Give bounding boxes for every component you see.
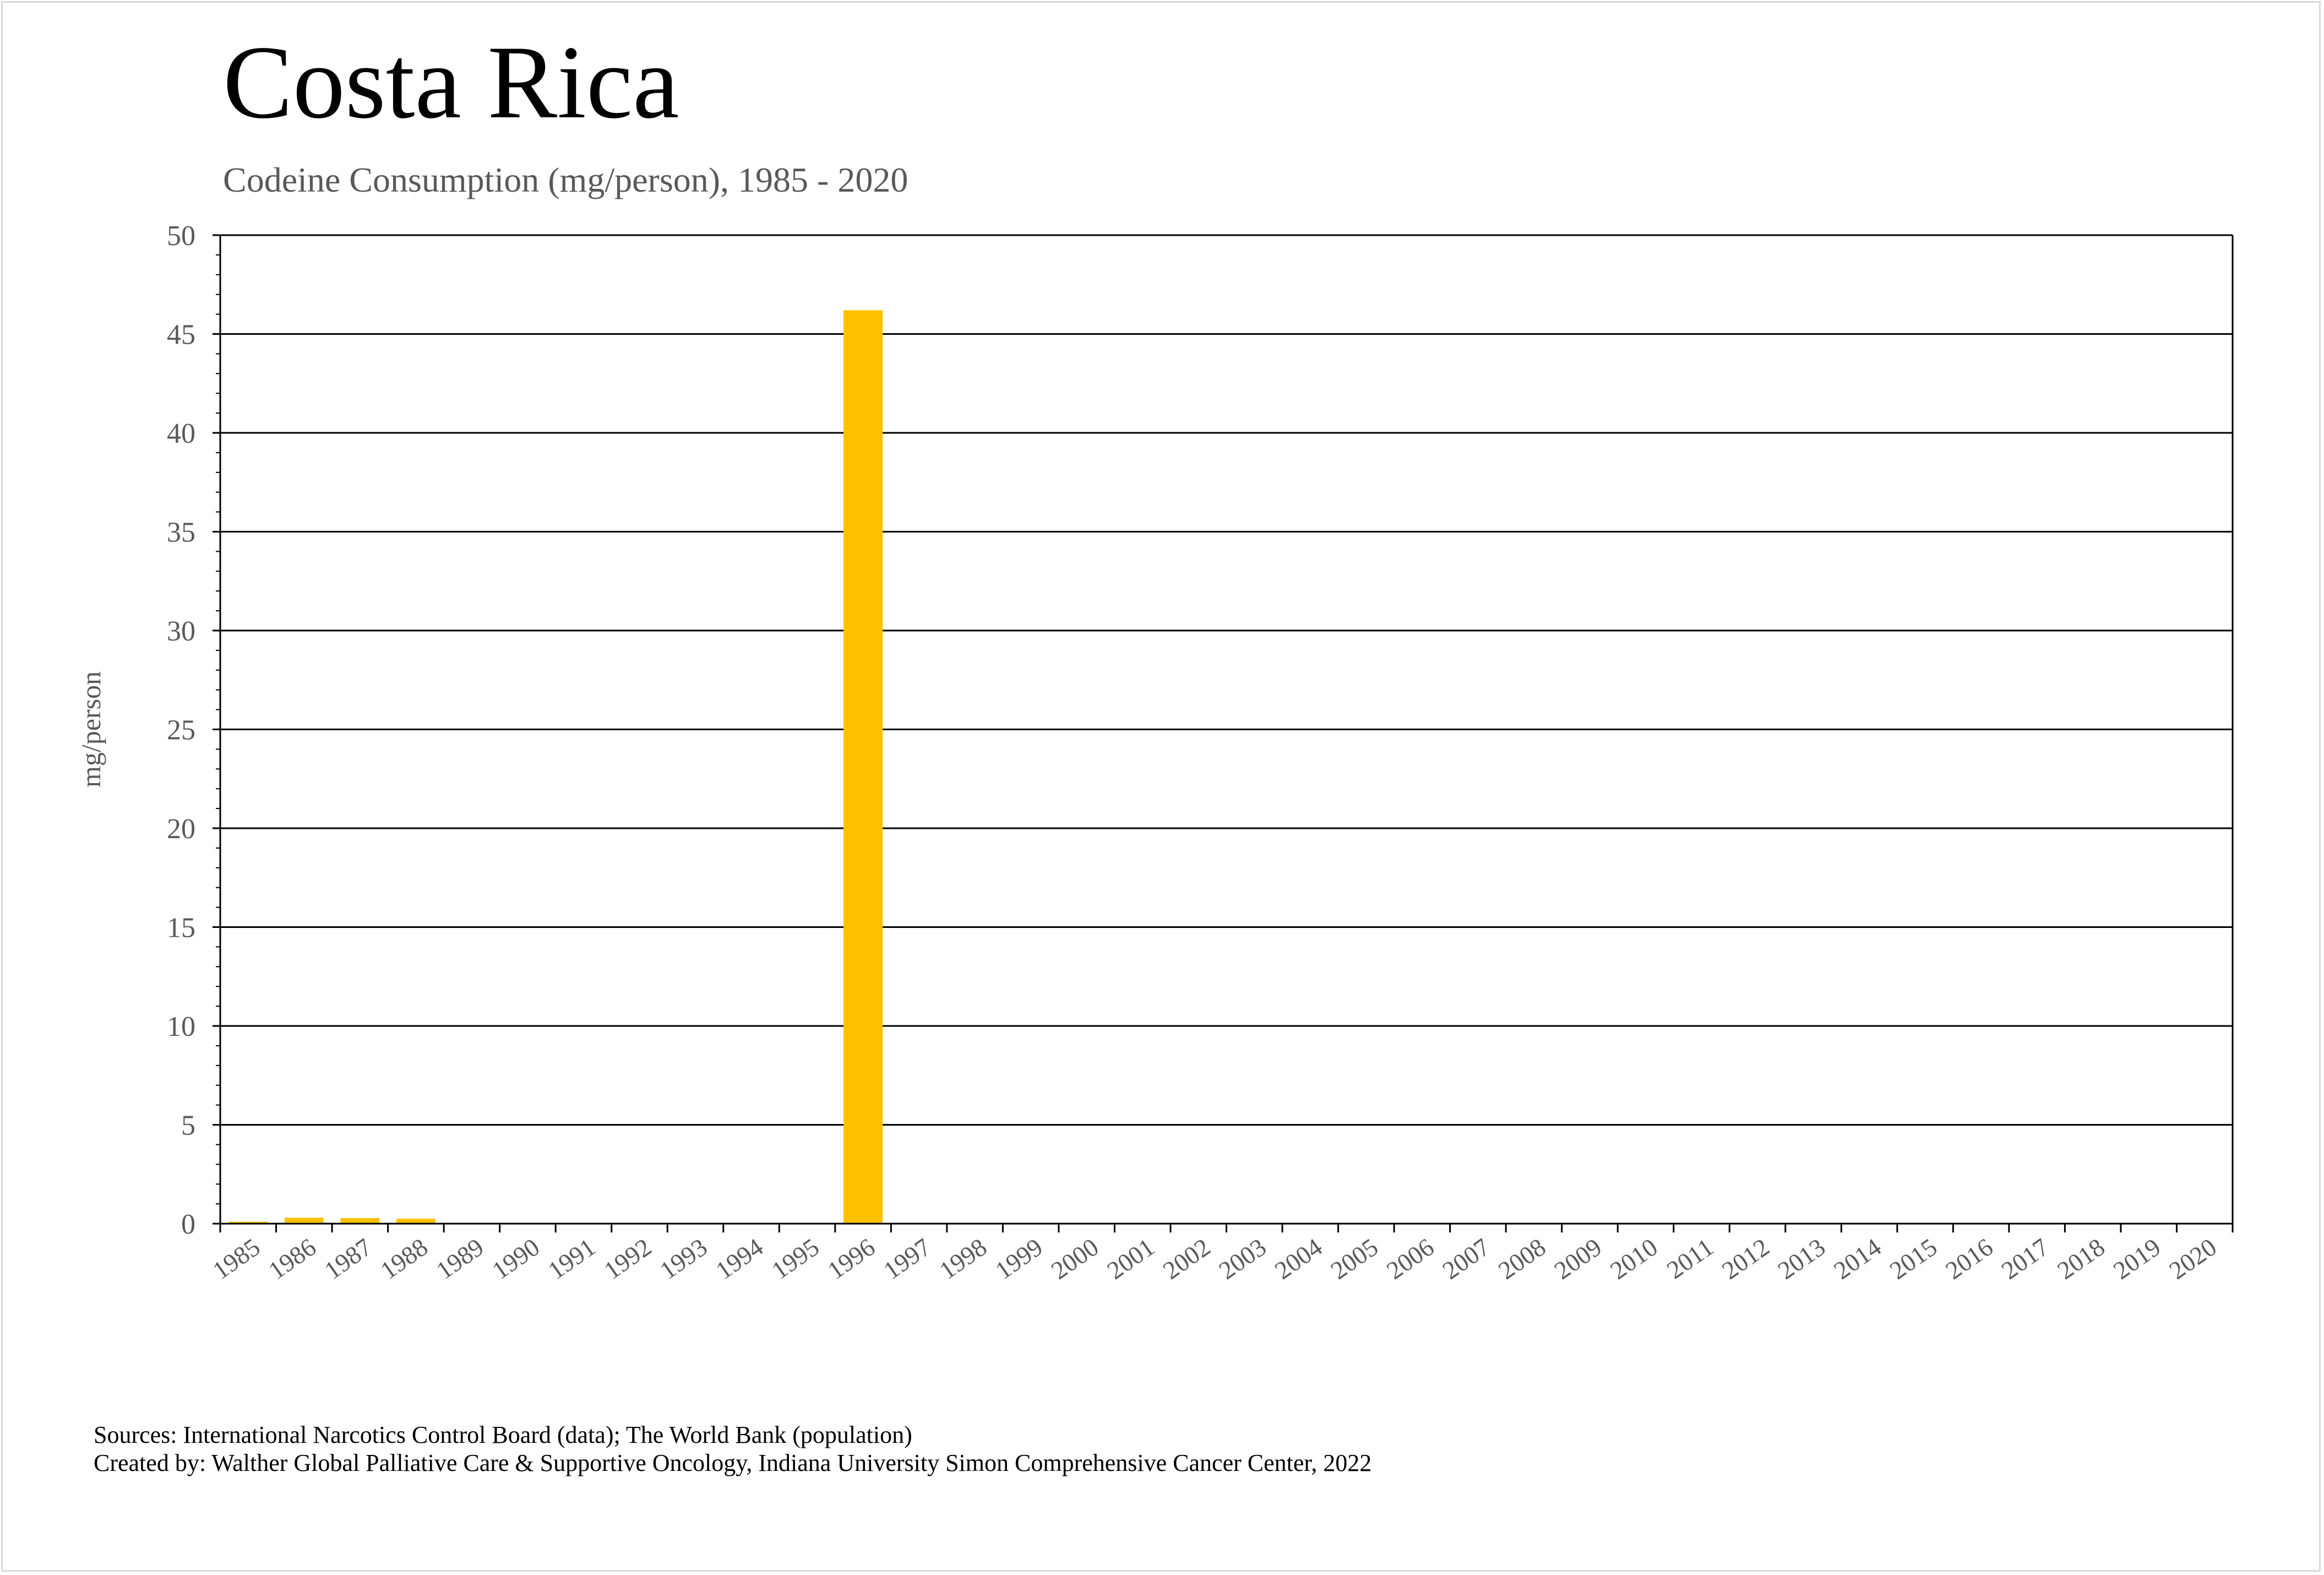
- y-tick-label: 50: [167, 220, 195, 252]
- x-tick-label: 1997: [878, 1232, 936, 1285]
- sources-line: Sources: International Narcotics Control…: [94, 1421, 912, 1448]
- bar-1985: [228, 1221, 268, 1224]
- x-tick-label: 2020: [2164, 1232, 2222, 1285]
- x-tick-label: 2003: [1213, 1232, 1271, 1285]
- x-tick-label: 2019: [2108, 1232, 2166, 1285]
- x-tick-label: 2009: [1549, 1232, 1607, 1285]
- x-tick-label: 1994: [711, 1232, 769, 1285]
- x-tick-label: 2018: [2052, 1232, 2110, 1285]
- x-tick-label: 2014: [1828, 1232, 1886, 1285]
- created-by-line: Created by: Walther Global Palliative Ca…: [94, 1449, 1372, 1477]
- x-tick-label: 1995: [766, 1232, 824, 1285]
- x-tick-label: 2017: [1996, 1232, 2054, 1285]
- y-tick-label: 35: [167, 517, 195, 548]
- x-tick-label: 2001: [1102, 1232, 1160, 1285]
- y-tick-label: 25: [167, 715, 195, 746]
- x-tick-label: 2016: [1940, 1232, 1998, 1285]
- y-tick-label: 10: [167, 1011, 195, 1042]
- x-tick-label: 1992: [599, 1232, 657, 1285]
- x-tick-label: 2005: [1325, 1232, 1383, 1285]
- y-tick-label: 20: [167, 813, 195, 845]
- chart-subtitle: Codeine Consumption (mg/person), 1985 - …: [223, 160, 908, 199]
- y-axis-title: mg/person: [75, 671, 106, 788]
- x-tick-label: 1987: [319, 1232, 377, 1285]
- x-tick-label: 1986: [263, 1232, 321, 1285]
- chart-title: Costa Rica: [223, 25, 679, 140]
- x-tick-label: 1996: [823, 1232, 880, 1285]
- x-tick-label: 2010: [1605, 1232, 1663, 1285]
- y-tick-label: 30: [167, 616, 195, 647]
- x-tick-label: 1991: [543, 1232, 601, 1285]
- y-tick-label: 5: [181, 1110, 195, 1142]
- x-tick-label: 2004: [1270, 1232, 1327, 1285]
- x-tick-label: 1990: [487, 1232, 545, 1285]
- x-tick-label: 2013: [1773, 1232, 1831, 1285]
- bar-1987: [340, 1218, 380, 1224]
- x-tick-label: 1985: [208, 1232, 265, 1285]
- bar-1986: [284, 1218, 324, 1224]
- y-tick-label: 0: [181, 1209, 195, 1240]
- x-tick-label: 2015: [1885, 1232, 1942, 1285]
- x-tick-label: 1999: [990, 1232, 1048, 1285]
- x-tick-label: 2007: [1437, 1232, 1495, 1285]
- x-tick-label: 1998: [934, 1232, 992, 1285]
- bar-1988: [396, 1219, 436, 1224]
- sources-note: Sources: International Narcotics Control…: [94, 1421, 1371, 1478]
- x-tick-label: 2008: [1493, 1232, 1551, 1285]
- bar-1996: [843, 310, 883, 1224]
- x-tick-label: 2000: [1046, 1232, 1104, 1285]
- y-tick-label: 45: [167, 319, 195, 351]
- x-tick-label: 2002: [1158, 1232, 1216, 1285]
- x-tick-label: 1988: [375, 1232, 433, 1285]
- x-tick-label: 2006: [1381, 1232, 1439, 1285]
- x-tick-label: 2012: [1717, 1232, 1775, 1285]
- x-tick-label: 2011: [1662, 1232, 1718, 1284]
- y-tick-label: 40: [167, 418, 195, 449]
- y-tick-label: 15: [167, 913, 195, 944]
- x-tick-label: 1989: [431, 1232, 489, 1285]
- x-tick-label: 1993: [655, 1232, 712, 1285]
